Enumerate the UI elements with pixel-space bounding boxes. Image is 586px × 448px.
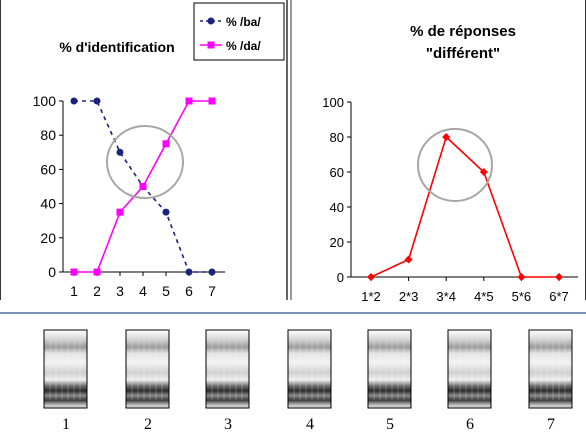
left-x-tick-label: 3 [116,283,124,299]
spectrogram-image [43,329,88,409]
right-y-tick-label: 20 [330,235,344,250]
left-y-tick-label: 80 [40,127,56,143]
left-x-tick-label: 2 [93,283,101,299]
identification-chart: % d'identification % /ba/ % /da/ 0 20 40 60… [33,2,285,299]
spectrogram-row: 1 2 3 4 5 6 7 [43,329,573,433]
right-y-tick-label: 0 [337,270,344,285]
spectrogram-label: 3 [224,416,232,433]
spectrogram-label: 1 [62,416,70,433]
right-y-tick-label: 60 [330,165,344,180]
right-x-tick-label: 2*3 [399,289,419,304]
left-series-1-point [116,208,124,216]
left-series-0-point [185,268,193,276]
right-series [367,133,563,281]
left-series-1-point [208,97,216,105]
left-x-tick-label: 4 [139,283,147,299]
legend-da-label: % /da/ [226,39,261,53]
right-series-0-point [404,255,413,264]
spectrogram-image [447,329,492,409]
left-y-tick-label: 20 [40,230,56,246]
different-responses-chart: % de réponses "différent" 0 20 40 60 80 100 1*… [322,23,578,304]
left-series-1-point [70,268,78,276]
right-chart-title-line1: % de réponses [410,23,516,40]
right-highlight-ellipse [417,128,493,202]
right-x-tick-label: 6*7 [549,289,569,304]
left-series [70,97,216,276]
spectrogram-label: 6 [466,416,474,433]
left-x-tick-label: 1 [70,283,78,299]
left-series-1-point [162,140,170,148]
left-y-tick-label: 40 [40,196,56,212]
left-y-tick-label: 100 [33,93,57,109]
right-x-tick-label: 4*5 [474,289,494,304]
spectrogram-label: 2 [144,416,152,433]
legend-da-marker [207,41,215,49]
legend: % /ba/ % /da/ [193,2,285,61]
right-series-0-point [442,133,451,141]
spectrogram-image [125,329,170,409]
spectrogram-5: 5 [367,329,412,433]
right-series-0-line [370,135,559,278]
right-x-tick-label: 5*6 [512,289,532,304]
left-series-0-point [162,208,170,216]
right-x-tick-label: 3*4 [436,289,456,304]
legend-ba-label: % /ba/ [226,15,261,29]
left-x-tick-label: 6 [185,283,193,299]
right-chart-title-line2: "différent" [426,45,500,62]
left-series-0-point [208,268,216,276]
spectrogram-7: 7 [528,329,573,433]
left-x-tick-label: 7 [208,283,216,299]
left-chart-title: % d'identification [59,39,174,55]
right-series-0-point [367,273,375,281]
spectrogram-image [287,329,332,409]
right-y-tick-label: 40 [330,200,344,215]
left-ticks: 0 20 40 60 80 100 1 2 3 4 5 6 7 [33,93,216,299]
right-y-tick-label: 80 [330,130,344,145]
left-x-tick-label: 5 [162,283,170,299]
spectrogram-2: 2 [125,329,170,433]
right-x-tick-label: 1*2 [361,289,381,304]
spectrogram-6: 6 [447,329,492,433]
spectrogram-label: 7 [547,416,555,433]
right-series-0-point [479,168,488,176]
left-y-tick-label: 0 [48,264,56,280]
left-series-1-point [139,183,147,190]
spectrogram-1: 1 [43,329,88,433]
left-series-0-point [70,97,78,105]
spectrogram-4: 4 [287,329,332,433]
left-series-1-point [185,97,193,105]
right-series-0-point [517,273,526,281]
right-ticks: 0 20 40 60 80 100 1*2 2*3 3*4 4*5 5*6 6*7 [322,95,568,304]
left-series-0-point [116,148,124,156]
right-series-0-point [555,273,563,281]
spectrogram-label: 5 [386,416,394,433]
spectrogram-image [205,329,250,409]
legend-ba-marker [207,17,215,25]
right-y-tick-label: 100 [322,95,344,110]
legend-box [193,2,285,61]
spectrogram-image [528,329,573,409]
left-y-tick-label: 60 [40,161,56,177]
spectrogram-image [367,329,412,409]
left-highlight-ellipse [106,125,184,199]
right-axes [350,102,578,278]
spectrogram-label: 4 [306,416,314,433]
left-series-1-point [93,268,101,276]
spectrogram-3: 3 [205,329,250,433]
left-series-0-point [93,97,101,105]
